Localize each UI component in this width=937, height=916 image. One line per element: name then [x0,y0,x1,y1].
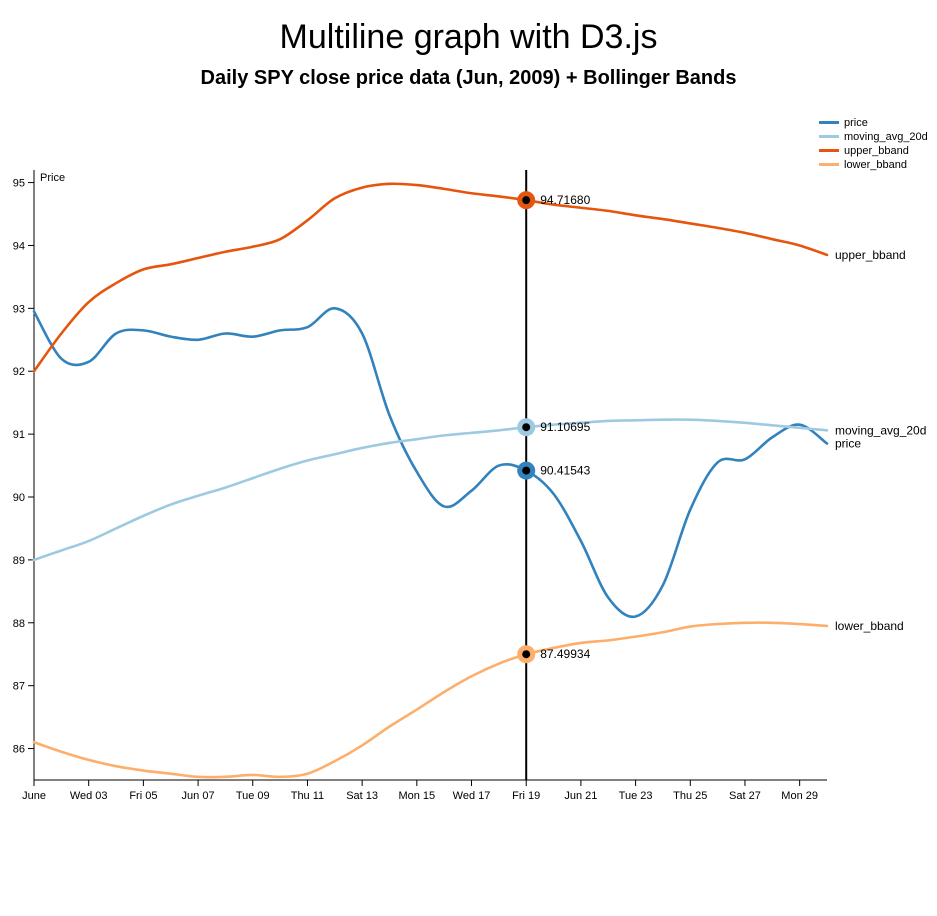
x-tick-label: Mon 29 [781,790,818,802]
series-end-label-price: price [835,437,861,451]
x-tick-label: Jun 21 [564,790,597,802]
chart-area[interactable]: 86 87 88 89 90 91 92 93 94 95 Price June Wed 03 Fri 0… [0,110,937,830]
page-title: Multiline graph with D3.js [0,18,937,57]
legend: price moving_avg_20d upper_bband lower_bban… [819,117,928,171]
legend-swatch-upper_bband [819,149,839,152]
hover-value-upper_bband: 94.71680 [540,193,590,207]
y-tick-label: 94 [13,240,25,252]
x-tick-label: Wed 03 [70,790,108,802]
x-tick-label: Thu 11 [291,790,324,802]
legend-label-moving_avg_20d: moving_avg_20d [844,131,928,143]
series-line-upper_bband [34,184,827,372]
legend-label-price: price [844,117,868,129]
legend-swatch-moving_avg_20d [819,135,839,138]
x-tick-label: Jun 07 [182,790,215,802]
chart-svg[interactable]: 86 87 88 89 90 91 92 93 94 95 Price June Wed 03 Fri 0… [0,110,937,830]
x-tick-label: Tue 09 [236,790,270,802]
x-tick-label: Sat 27 [729,790,761,802]
legend-item-price: price [819,117,868,129]
hover-marker-inner-upper_bband [522,196,530,204]
legend-label-upper_bband: upper_bband [844,145,909,157]
y-tick-label: 91 [13,429,25,441]
x-tick-label: Sat 13 [346,790,378,802]
series-line-moving_avg_20d [34,420,827,560]
x-tick-label: Thu 25 [673,790,707,802]
legend-swatch-price [819,121,839,124]
x-tick-label: Fri 19 [512,790,540,802]
hover-value-price: 90.41543 [540,464,590,478]
x-tick-label: June [22,790,46,802]
y-axis: 86 87 88 89 90 91 92 93 94 95 [13,170,34,780]
x-tick-label: Tue 23 [619,790,653,802]
legend-swatch-lower_bband [819,163,839,166]
series-line-price [34,308,827,617]
hover-value-moving_avg_20d: 91.10695 [540,420,590,434]
x-axis: June Wed 03 Fri 05 Jun 07 Tue 09 Thu 11 Sat 13… [22,780,827,802]
y-tick-label: 88 [13,618,25,630]
page-subtitle: Daily SPY close price data (Jun, 2009) +… [0,67,937,90]
y-tick-label: 95 [13,178,25,190]
hover-value-lower_bband: 87.49934 [540,647,590,661]
y-tick-label: 86 [13,744,25,756]
legend-item-moving_avg_20d: moving_avg_20d [819,131,928,143]
y-tick-label: 87 [13,681,25,693]
hover-marker-inner-moving_avg_20d [522,423,530,431]
hover-marker-inner-price [522,467,530,475]
legend-item-lower_bband: lower_bband [819,159,907,171]
y-axis-title: Price [40,172,65,184]
series-end-label-upper_bband: upper_bband [835,248,906,262]
x-tick-label: Fri 05 [129,790,157,802]
x-tick-label: Wed 17 [453,790,491,802]
series-end-label-moving_avg_20d: moving_avg_20d [835,423,926,437]
y-tick-label: 92 [13,366,25,378]
series-line-lower_bband [34,623,827,778]
series-end-label-lower_bband: lower_bband [835,619,904,633]
y-tick-label: 93 [13,303,25,315]
y-tick-label: 89 [13,555,25,567]
legend-label-lower_bband: lower_bband [844,159,907,171]
x-tick-label: Mon 15 [398,790,435,802]
hover-marker-inner-lower_bband [522,650,530,658]
y-tick-label: 90 [13,492,25,504]
legend-item-upper_bband: upper_bband [819,145,909,157]
